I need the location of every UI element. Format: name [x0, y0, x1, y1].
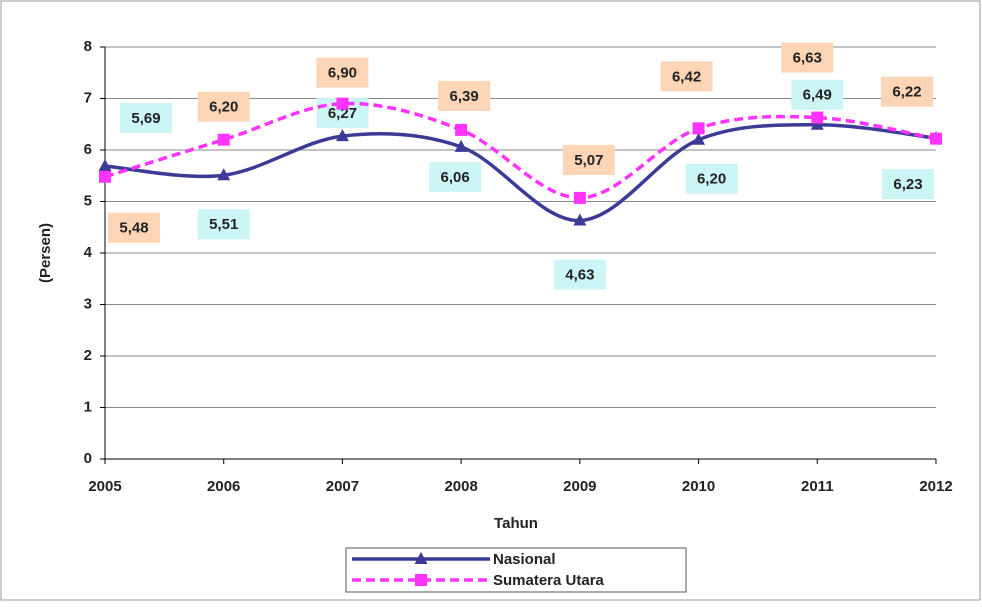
x-tick-label: 2008 — [444, 478, 477, 495]
legend-marker — [415, 574, 427, 586]
y-tick-label: 1 — [84, 398, 92, 415]
y-tick-label: 8 — [84, 38, 92, 55]
data-label: 5,48 — [119, 220, 148, 237]
legend-label: Nasional — [493, 551, 556, 568]
y-tick-label: 6 — [84, 141, 92, 158]
data-label: 5,51 — [209, 216, 238, 233]
x-tick-label: 2010 — [682, 478, 715, 495]
data-point — [692, 132, 706, 145]
data-label-bg — [197, 91, 250, 122]
data-point — [336, 97, 349, 110]
data-label-bg — [429, 161, 482, 192]
data-label-bg — [438, 80, 491, 111]
data-label: 6,90 — [328, 65, 357, 82]
y-tick-label: 0 — [84, 450, 92, 467]
data-point — [573, 191, 586, 204]
data-point — [98, 158, 112, 171]
series-line — [104, 123, 937, 223]
data-label: 6,63 — [793, 50, 822, 67]
data-label-bg — [882, 169, 934, 200]
legend-label: Sumatera Utara — [493, 572, 605, 589]
data-point — [573, 213, 587, 226]
data-label: 6,27 — [328, 105, 357, 122]
data-label-bg — [562, 144, 615, 175]
data-label-bg — [781, 42, 834, 73]
x-tick-label: 2007 — [326, 478, 359, 495]
data-label: 6,20 — [209, 99, 238, 116]
data-point — [335, 129, 349, 142]
x-axis-title: Tahun — [494, 515, 538, 532]
data-label: 6,20 — [697, 171, 726, 188]
x-tick-label: 2011 — [801, 478, 834, 495]
data-point — [455, 123, 468, 136]
data-label-bg — [685, 163, 738, 194]
data-label-bg — [316, 57, 369, 88]
data-point — [810, 117, 824, 130]
data-label: 6,23 — [893, 176, 922, 193]
data-label-bg — [791, 79, 844, 110]
data-label: 6,39 — [450, 88, 479, 105]
y-axis-title: (Persen) — [37, 223, 54, 283]
data-label-bg — [660, 61, 713, 92]
data-label-bg — [120, 102, 172, 133]
data-point — [217, 133, 230, 146]
data-label: 6,22 — [892, 84, 921, 101]
data-label-bg — [197, 209, 250, 240]
data-label-bg — [553, 259, 606, 290]
data-point — [99, 170, 111, 183]
y-tick-label: 5 — [84, 192, 92, 209]
x-tick-label: 2009 — [563, 478, 596, 495]
y-tick-label: 3 — [84, 295, 92, 312]
data-label: 6,49 — [803, 87, 832, 104]
data-point — [692, 122, 705, 135]
y-tick-label: 4 — [84, 244, 93, 261]
y-tick-label: 2 — [84, 347, 92, 364]
data-label: 5,07 — [574, 152, 603, 169]
legend-box — [345, 547, 687, 593]
data-label: 6,06 — [441, 169, 470, 186]
data-point — [217, 168, 231, 181]
legend-marker — [414, 552, 428, 564]
data-point — [930, 132, 942, 145]
series-line — [104, 101, 937, 200]
x-tick-label: 2005 — [88, 478, 121, 495]
y-tick-label: 7 — [84, 89, 92, 106]
data-label-bg — [881, 76, 933, 107]
data-label: 4,63 — [565, 267, 594, 284]
x-tick-label: 2012 — [919, 478, 952, 495]
data-label-bg — [108, 212, 160, 243]
data-point — [811, 111, 824, 124]
data-label: 6,42 — [672, 68, 701, 85]
x-tick-label: 2006 — [207, 478, 240, 495]
data-point — [454, 139, 468, 152]
data-label: 5,69 — [131, 110, 160, 127]
